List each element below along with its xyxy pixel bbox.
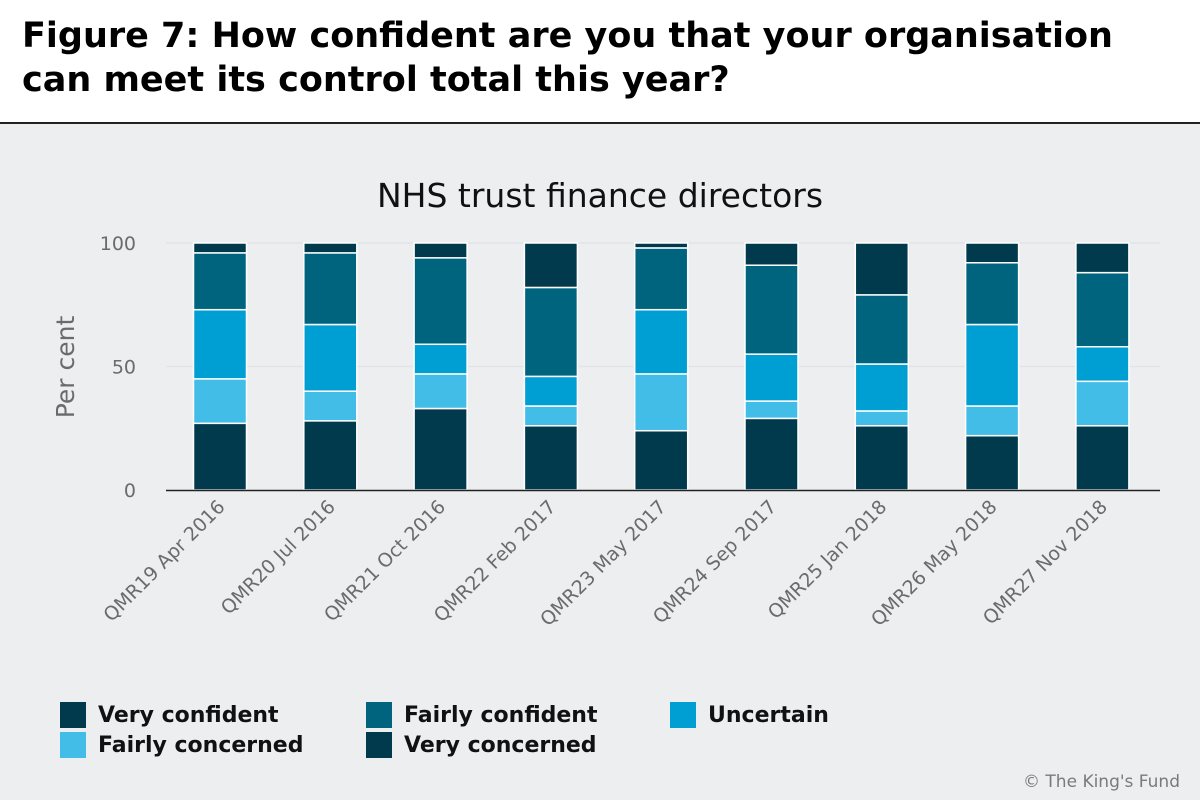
title-divider [0, 122, 1200, 124]
legend-swatch [366, 702, 392, 728]
y-tick-label: 0 [124, 480, 136, 502]
bar-segment-very-confident [744, 417, 799, 491]
bar-segment-fairly-concerned [633, 373, 689, 432]
bar-segment-uncertain [413, 343, 468, 375]
bar-segment-fairly-concerned [523, 405, 579, 427]
legend-item-very-concerned: Very concerned [366, 732, 597, 758]
bar-segment-fairly-concerned [192, 378, 248, 425]
bar-segment-uncertain [854, 363, 910, 412]
bar-segment-uncertain [1075, 345, 1130, 383]
x-tick-label: QMR20 Jul 2016 [217, 496, 340, 619]
bar-segment-very-concerned [744, 242, 799, 266]
legend-item-fairly-concerned: Fairly concerned [60, 732, 303, 758]
bars [192, 242, 1130, 491]
bar-segment-fairly-concerned [744, 400, 799, 420]
bar-segment-fairly-confident [744, 264, 799, 355]
bar-segment-fairly-confident [523, 286, 579, 378]
legend-swatch [366, 732, 392, 758]
bar-segment-very-concerned [413, 242, 468, 259]
bar-segment-uncertain [303, 323, 358, 392]
bar-segment-fairly-concerned [854, 410, 910, 427]
chart-title: NHS trust finance directors [377, 176, 823, 215]
bar-segment-fairly-confident [413, 257, 468, 346]
bar-segment-fairly-confident [964, 262, 1020, 326]
bar-segment-very-concerned [303, 242, 358, 254]
bar-segment-uncertain [964, 323, 1020, 407]
bar-segment-very-concerned [854, 242, 910, 296]
bar-segment-fairly-concerned [413, 373, 468, 410]
bar-segment-uncertain [633, 308, 689, 375]
bar-segment-fairly-concerned [1075, 380, 1130, 427]
bar-segment-fairly-confident [854, 294, 910, 365]
bar-segment-very-concerned [633, 242, 689, 249]
bar-segment-very-confident [523, 425, 579, 491]
bar-segment-very-concerned [523, 242, 579, 289]
legend-item-uncertain: Uncertain [670, 702, 829, 728]
x-tick-label: QMR27 Nov 2018 [979, 496, 1112, 629]
x-tick-label: QMR21 Oct 2016 [320, 496, 450, 626]
bar-segment-uncertain [523, 375, 579, 407]
bar-segment-uncertain [744, 353, 799, 402]
legend-item-fairly-confident: Fairly confident [366, 702, 598, 728]
bar-segment-very-confident [633, 429, 689, 491]
bar-segment-fairly-confident [192, 252, 248, 311]
bar-segment-very-concerned [1075, 242, 1130, 274]
legend-label: Very concerned [404, 732, 597, 758]
legend: Very confident Fairly confident Uncertain F… [60, 702, 960, 762]
credit-text: © The King's Fund [1023, 772, 1180, 792]
bar-segment-very-confident [964, 434, 1020, 491]
bar-segment-fairly-concerned [964, 405, 1020, 437]
bar-segment-very-confident [413, 407, 468, 491]
bar-segment-very-concerned [964, 242, 1020, 264]
x-tick-label: QMR22 Feb 2017 [430, 496, 561, 627]
legend-item-very-confident: Very confident [60, 702, 279, 728]
bar-segment-uncertain [192, 308, 248, 380]
legend-swatch [670, 702, 696, 728]
x-tick-label: QMR25 Jan 2018 [764, 496, 892, 624]
legend-swatch [60, 732, 86, 758]
figure-title: Figure 7: How confident are you that you… [22, 16, 1113, 100]
bar-segment-fairly-confident [633, 247, 689, 311]
bar-segment-fairly-concerned [303, 390, 358, 422]
bar-segment-very-confident [192, 422, 248, 491]
bar-segment-very-confident [854, 425, 910, 491]
legend-label: Fairly concerned [98, 732, 304, 758]
legend-label: Very confident [98, 702, 279, 728]
bar-segment-very-confident [1075, 425, 1130, 491]
y-tick-label: 100 [100, 233, 136, 255]
legend-label: Uncertain [708, 702, 829, 728]
y-tick-label: 50 [112, 357, 136, 379]
legend-label: Fairly confident [404, 702, 598, 728]
y-axis-label: Per cent [51, 316, 80, 419]
bar-segment-very-confident [303, 420, 358, 491]
x-tick-label: QMR19 Apr 2016 [99, 496, 229, 626]
bar-segment-very-concerned [192, 242, 248, 254]
legend-swatch [60, 702, 86, 728]
y-tick-labels: 0 50 100 [100, 233, 136, 502]
bar-segment-fairly-confident [1075, 271, 1130, 348]
bar-segment-fairly-confident [303, 252, 358, 326]
x-tick-label: QMR24 Sep 2017 [649, 496, 781, 628]
